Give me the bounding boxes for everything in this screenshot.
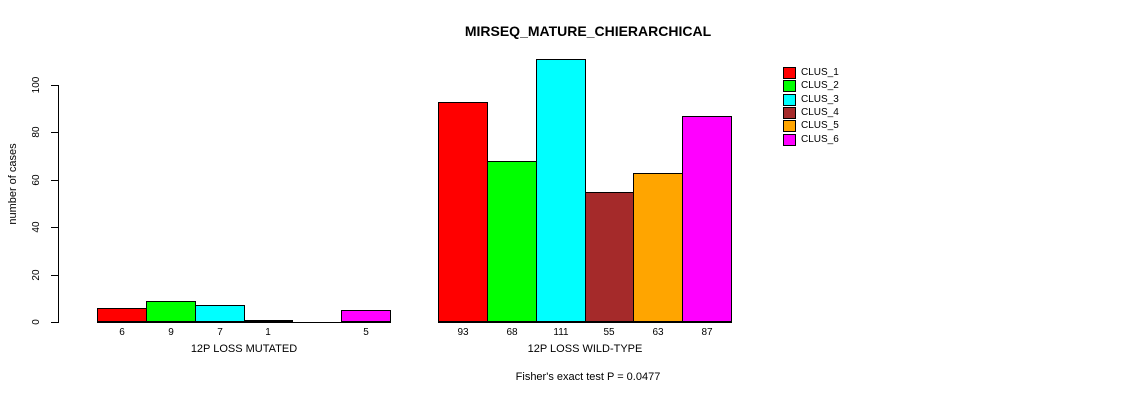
bar-value-label: 1 [265,327,271,338]
bar-value-label: 7 [217,327,223,338]
bar-value-label: 63 [652,327,664,338]
bar-clus_6-group1 [341,310,391,322]
y-tick-mark [51,227,59,228]
y-axis-line [58,85,59,323]
legend-item: CLUS_2 [783,79,839,92]
y-tick-mark [51,322,59,323]
bar-clus_2-group1 [146,301,196,322]
legend-swatch [783,79,796,92]
bar-value-label: 55 [603,327,615,338]
y-tick-label: 80 [31,126,42,138]
y-tick-label: 100 [31,76,42,94]
chart-title: MIRSEQ_MATURE_CHIERARCHICAL [464,23,712,39]
y-tick-mark [51,85,59,86]
bar-value-label: 5 [363,327,369,338]
bar-value-label: 111 [553,327,569,338]
bar-clus_5-group2 [633,173,683,322]
bar-value-label: 68 [506,327,518,338]
y-tick-mark [51,180,59,181]
legend-swatch [783,93,796,106]
legend-label: CLUS_5 [801,119,839,131]
legend-swatch [783,133,796,146]
legend-item: CLUS_1 [783,66,839,79]
bar-clus_1-group1 [97,308,147,322]
bar-value-label: 87 [701,327,713,338]
legend-swatch [783,106,796,119]
y-tick-label: 40 [31,221,42,233]
bar-clus_2-group2 [487,161,537,322]
legend-item: CLUS_4 [783,106,839,119]
bar-clus_6-group2 [682,116,732,322]
legend-item: CLUS_5 [783,119,839,132]
bar-clus_3-group2 [536,59,586,322]
legend-swatch [783,66,796,79]
y-tick-label: 20 [31,269,42,281]
group-label: 12P LOSS MUTATED [190,343,298,355]
legend-swatch [783,119,796,132]
fisher-test-note: Fisher's exact test P = 0.0477 [515,371,661,383]
y-tick-mark [51,132,59,133]
bar-value-label: 93 [457,327,469,338]
group-label: 12P LOSS WILD-TYPE [527,343,643,355]
bar-clus_1-group2 [438,102,488,322]
bar-value-label: 6 [119,327,125,338]
bar-clus_4-group2 [585,192,634,322]
legend-label: CLUS_3 [801,93,839,105]
group-baseline [438,322,732,323]
y-tick-label: 60 [31,174,42,186]
legend-item: CLUS_6 [783,133,839,146]
legend-label: CLUS_6 [801,133,839,145]
y-axis-label: number of cases [7,143,19,225]
legend-label: CLUS_1 [801,66,839,78]
legend-item: CLUS_3 [783,93,839,106]
legend-label: CLUS_2 [801,79,839,91]
group-baseline [97,322,391,323]
bar-clus_3-group1 [195,305,245,322]
y-tick-label: 0 [31,319,42,325]
y-tick-mark [51,275,59,276]
bar-value-label: 9 [168,327,174,338]
bar-clus_4-group1 [244,320,293,322]
legend-label: CLUS_4 [801,106,839,118]
